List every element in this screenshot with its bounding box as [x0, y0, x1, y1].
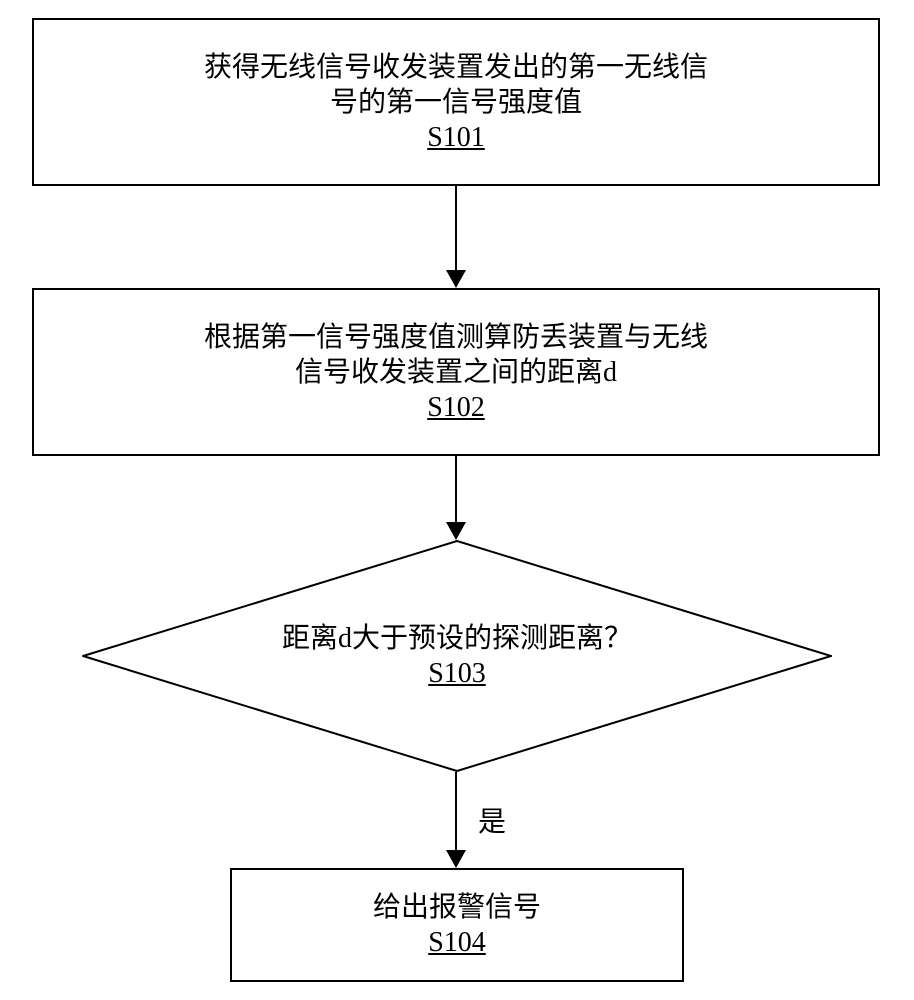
step-text-line: 获得无线信号收发装置发出的第一无线信	[204, 50, 708, 85]
flowchart-decision-s103: 距离d大于预设的探测距离？ S103	[82, 540, 832, 772]
flowchart-step-s101: 获得无线信号收发装置发出的第一无线信 号的第一信号强度值 S101	[32, 18, 880, 186]
step-text-line: 给出报警信号	[373, 890, 541, 925]
flowchart-arrow	[455, 186, 457, 270]
flowchart-arrow	[455, 772, 457, 850]
flowchart-step-s102: 根据第一信号强度值测算防丢装置与无线 信号收发装置之间的距离d S102	[32, 288, 880, 456]
flowchart-canvas: 获得无线信号收发装置发出的第一无线信 号的第一信号强度值 S101 根据第一信号…	[0, 0, 914, 1000]
step-id: S104	[428, 925, 486, 960]
flowchart-arrowhead	[446, 522, 466, 540]
step-id: S101	[427, 120, 485, 155]
flowchart-edge-label-yes: 是	[478, 800, 506, 840]
step-id: S103	[428, 656, 486, 691]
step-text-line: 根据第一信号强度值测算防丢装置与无线	[204, 320, 708, 355]
flowchart-step-s104: 给出报警信号 S104	[230, 868, 684, 982]
decision-text: 距离d大于预设的探测距离？ S103	[82, 540, 832, 772]
step-text-line: 号的第一信号强度值	[330, 85, 582, 120]
flowchart-arrowhead	[446, 850, 466, 868]
step-text-line: 信号收发装置之间的距离d	[295, 355, 617, 390]
step-text-line: 距离d大于预设的探测距离？	[282, 621, 632, 656]
step-id: S102	[427, 390, 485, 425]
flowchart-arrow	[455, 456, 457, 522]
flowchart-arrowhead	[446, 270, 466, 288]
